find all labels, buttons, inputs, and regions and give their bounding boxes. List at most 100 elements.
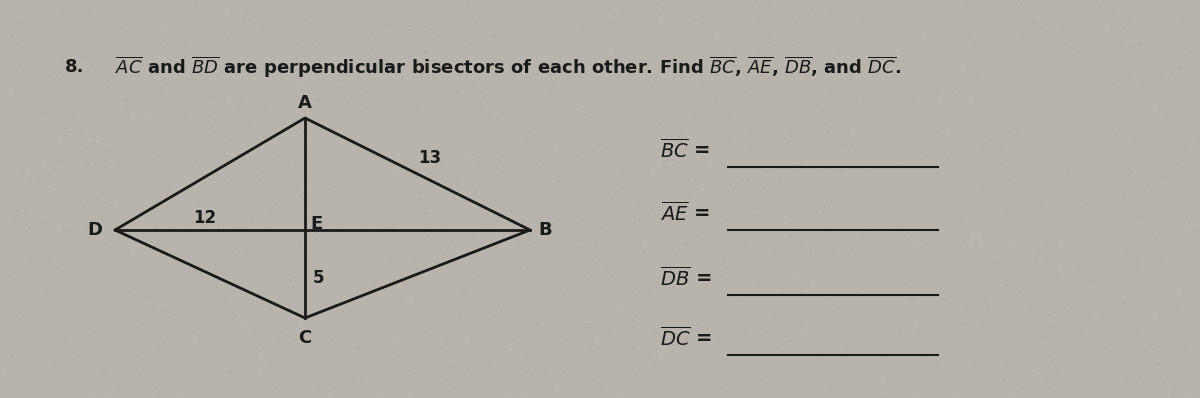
Point bbox=[179, 129, 198, 135]
Point bbox=[55, 334, 74, 341]
Point bbox=[950, 59, 970, 65]
Point bbox=[253, 371, 272, 377]
Point bbox=[167, 298, 186, 304]
Point bbox=[380, 240, 400, 247]
Point bbox=[1188, 226, 1200, 232]
Point bbox=[798, 172, 817, 178]
Point bbox=[563, 42, 582, 48]
Point bbox=[52, 144, 71, 150]
Point bbox=[186, 53, 205, 59]
Point bbox=[542, 219, 562, 225]
Point bbox=[905, 231, 924, 237]
Point bbox=[509, 87, 528, 93]
Point bbox=[732, 5, 751, 11]
Point bbox=[866, 375, 886, 382]
Point bbox=[594, 252, 613, 258]
Point bbox=[972, 323, 991, 330]
Point bbox=[88, 374, 107, 380]
Point bbox=[2, 205, 22, 212]
Point bbox=[1066, 220, 1085, 226]
Point bbox=[635, 161, 654, 168]
Point bbox=[1032, 25, 1051, 31]
Point bbox=[70, 84, 89, 91]
Point bbox=[918, 144, 937, 151]
Point bbox=[289, 295, 308, 301]
Point bbox=[506, 185, 526, 191]
Point bbox=[503, 373, 522, 379]
Point bbox=[5, 4, 24, 10]
Point bbox=[720, 341, 739, 348]
Point bbox=[119, 314, 138, 321]
Point bbox=[942, 365, 961, 372]
Point bbox=[480, 264, 499, 270]
Point bbox=[61, 371, 80, 377]
Point bbox=[1109, 51, 1128, 58]
Point bbox=[1026, 267, 1045, 273]
Point bbox=[737, 97, 756, 103]
Point bbox=[917, 386, 936, 392]
Point bbox=[1177, 293, 1196, 299]
Point bbox=[421, 169, 440, 175]
Point bbox=[740, 142, 760, 148]
Point bbox=[230, 258, 250, 265]
Point bbox=[379, 167, 398, 174]
Point bbox=[841, 60, 860, 66]
Point bbox=[584, 125, 604, 132]
Point bbox=[89, 211, 108, 217]
Point bbox=[52, 258, 71, 264]
Point bbox=[14, 326, 34, 332]
Point bbox=[275, 257, 294, 263]
Point bbox=[982, 22, 1001, 29]
Point bbox=[376, 70, 395, 76]
Point bbox=[667, 312, 686, 319]
Point bbox=[865, 158, 884, 164]
Point bbox=[466, 99, 485, 105]
Point bbox=[800, 244, 820, 251]
Point bbox=[197, 28, 216, 35]
Point bbox=[6, 215, 25, 221]
Point bbox=[766, 110, 785, 117]
Point bbox=[443, 315, 462, 321]
Point bbox=[85, 115, 104, 122]
Point bbox=[660, 79, 679, 85]
Point bbox=[421, 224, 440, 230]
Point bbox=[1189, 135, 1200, 142]
Point bbox=[931, 387, 950, 393]
Point bbox=[323, 40, 342, 46]
Point bbox=[0, 119, 18, 125]
Point bbox=[540, 371, 559, 378]
Point bbox=[224, 43, 244, 50]
Point bbox=[821, 298, 840, 305]
Point bbox=[160, 309, 179, 315]
Point bbox=[1189, 187, 1200, 193]
Point bbox=[7, 67, 26, 74]
Point bbox=[840, 321, 859, 327]
Point bbox=[742, 305, 761, 311]
Point bbox=[184, 388, 203, 394]
Point bbox=[205, 225, 224, 232]
Point bbox=[1049, 5, 1068, 12]
Point bbox=[782, 160, 802, 167]
Point bbox=[738, 278, 757, 285]
Point bbox=[150, 388, 169, 394]
Point bbox=[472, 107, 491, 113]
Point bbox=[601, 18, 620, 25]
Point bbox=[421, 18, 440, 25]
Point bbox=[932, 132, 952, 138]
Point bbox=[198, 68, 217, 75]
Point bbox=[416, 354, 436, 360]
Point bbox=[743, 99, 762, 105]
Point bbox=[1151, 255, 1170, 261]
Point bbox=[358, 162, 377, 168]
Point bbox=[20, 175, 40, 181]
Point bbox=[728, 241, 748, 247]
Point bbox=[688, 363, 707, 369]
Point bbox=[388, 353, 407, 359]
Point bbox=[637, 208, 656, 214]
Point bbox=[598, 55, 617, 61]
Point bbox=[635, 311, 654, 318]
Point bbox=[535, 16, 554, 23]
Point bbox=[1115, 25, 1134, 31]
Point bbox=[452, 169, 472, 175]
Point bbox=[233, 152, 252, 159]
